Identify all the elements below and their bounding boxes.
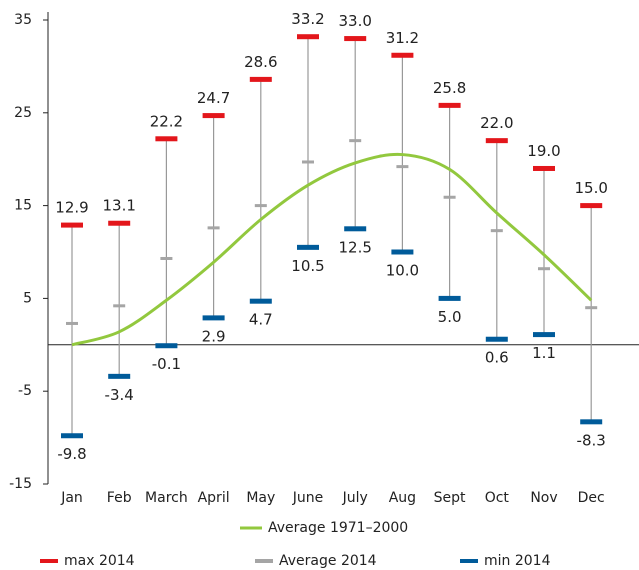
value-dash	[113, 304, 126, 308]
value-dash	[485, 336, 508, 342]
value-dash	[160, 256, 173, 260]
x-tick-label: June	[292, 490, 324, 506]
value-dash	[202, 113, 225, 119]
value-dash	[66, 321, 78, 325]
value-dash	[533, 332, 555, 338]
x-tick-label: Dec	[578, 490, 605, 506]
x-tick-label: Feb	[107, 490, 132, 506]
value-dash	[207, 226, 220, 230]
legend-label: Average 1971–2000	[268, 520, 408, 536]
value-dash	[485, 138, 508, 144]
value-dash	[349, 139, 362, 143]
value-dash	[443, 195, 456, 199]
data-label: 12.9	[55, 199, 88, 217]
x-tick-label: July	[342, 490, 368, 506]
value-dash	[249, 298, 272, 304]
data-label: 24.7	[197, 89, 230, 107]
y-tick-label: 15	[14, 198, 32, 214]
average-line	[71, 152, 593, 347]
data-label: 10.0	[386, 262, 419, 280]
value-dash	[580, 203, 603, 209]
x-tick-label: Aug	[389, 490, 416, 506]
value-dash	[490, 229, 503, 233]
x-tick-label: March	[145, 490, 188, 506]
legend-swatch	[460, 559, 478, 563]
value-dash	[438, 102, 461, 108]
value-dash	[438, 295, 461, 301]
value-dash	[61, 222, 83, 228]
y-tick-label: -5	[18, 383, 32, 399]
value-dash	[344, 36, 367, 42]
legend-label: min 2014	[484, 553, 551, 569]
data-label: 15.0	[574, 179, 607, 197]
data-label: 1.1	[532, 344, 556, 362]
x-tick-label: Sept	[434, 490, 466, 506]
x-tick-label: Jan	[60, 490, 83, 506]
value-dash	[297, 34, 319, 40]
legend-swatch	[255, 559, 273, 563]
x-tick-label: Nov	[530, 490, 557, 506]
data-label: 22.2	[150, 112, 183, 130]
value-dash	[108, 220, 131, 226]
value-dash	[254, 204, 267, 208]
x-tick-label: May	[246, 490, 275, 506]
value-dash	[155, 343, 178, 349]
y-tick-label: 35	[14, 12, 32, 28]
value-dash	[202, 315, 225, 321]
value-dash	[344, 226, 367, 232]
data-label: 25.8	[433, 79, 466, 97]
data-label: 22.0	[480, 114, 513, 132]
value-dash	[391, 52, 414, 58]
data-label: 5.0	[438, 308, 462, 326]
value-dash	[108, 373, 131, 379]
data-label: 19.0	[527, 142, 560, 160]
data-label: 31.2	[386, 29, 419, 47]
data-label: -0.1	[152, 355, 181, 373]
y-tick-label: -15	[9, 476, 32, 492]
value-dash	[538, 267, 550, 271]
data-label: -8.3	[577, 431, 606, 449]
legend-label: max 2014	[64, 553, 135, 569]
value-dash	[155, 136, 178, 142]
value-dash	[61, 433, 83, 439]
data-label: 33.0	[338, 12, 371, 30]
data-label: 33.2	[291, 10, 324, 28]
legend-swatch	[40, 559, 58, 563]
y-tick-label: 5	[23, 290, 32, 306]
x-tick-label: April	[198, 490, 230, 506]
data-label: 10.5	[291, 257, 324, 275]
value-dash	[249, 76, 272, 82]
data-label: 28.6	[244, 53, 277, 71]
data-label: 12.5	[338, 238, 371, 256]
data-label: 4.7	[249, 311, 273, 329]
data-label: 0.6	[485, 349, 509, 367]
value-dash	[302, 160, 314, 164]
data-label: 13.1	[102, 197, 135, 215]
value-dash	[391, 249, 414, 255]
data-label: -9.8	[57, 445, 86, 463]
value-dash	[297, 244, 319, 250]
value-dash	[396, 165, 409, 169]
y-tick-label: 25	[14, 105, 32, 121]
data-label: -3.4	[105, 386, 134, 404]
x-tick-label: Oct	[485, 490, 510, 506]
value-dash	[533, 165, 555, 171]
value-dash	[580, 419, 603, 425]
value-dash	[585, 306, 598, 310]
data-label: 2.9	[202, 327, 226, 345]
legend-label: Average 2014	[279, 553, 377, 569]
